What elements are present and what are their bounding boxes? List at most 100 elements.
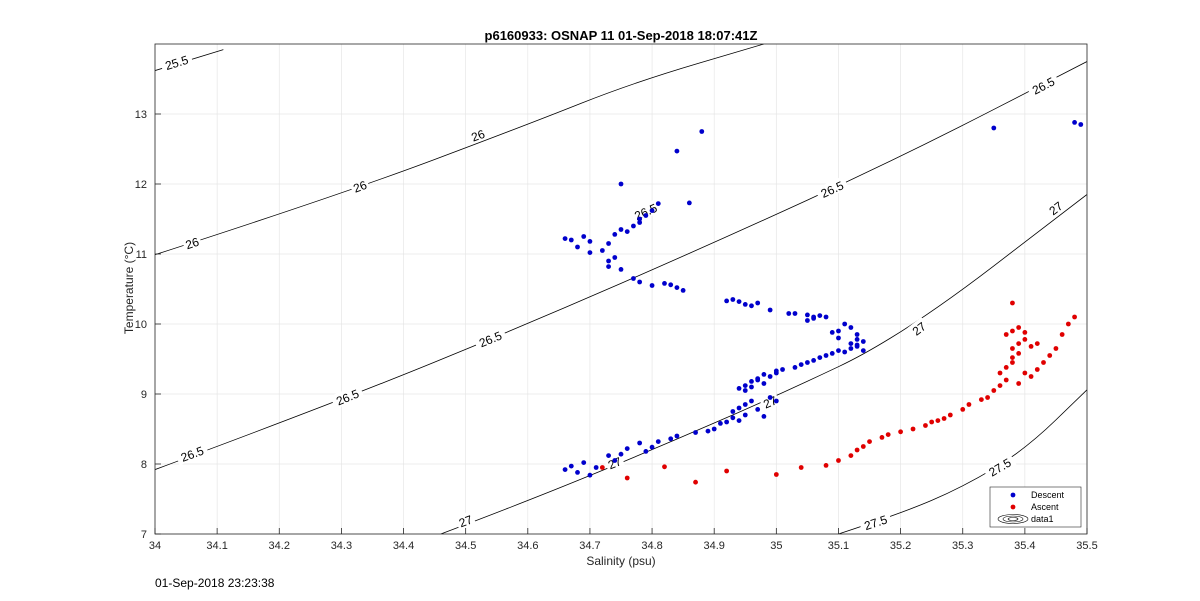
ascent-point xyxy=(960,407,966,412)
descent-point xyxy=(991,125,997,131)
descent-point xyxy=(817,313,823,318)
ascent-point xyxy=(1010,328,1015,334)
descent-point xyxy=(860,339,866,344)
x-tick-label: 34.5 xyxy=(455,540,476,552)
ascent-point xyxy=(836,458,841,463)
descent-point xyxy=(755,407,761,412)
ascent-point xyxy=(693,479,698,485)
descent-point xyxy=(568,237,574,243)
x-tick-label: 35.3 xyxy=(952,540,973,552)
ascent-point xyxy=(1034,367,1040,372)
contour-label-bg xyxy=(1025,71,1061,99)
ascent-point xyxy=(1034,341,1040,346)
descent-point xyxy=(618,451,624,457)
ascent-point xyxy=(1016,341,1022,346)
descent-point xyxy=(773,398,779,404)
descent-point xyxy=(798,362,804,367)
legend-ascent-label: Ascent xyxy=(1031,502,1059,512)
x-tick-label: 34.6 xyxy=(517,540,538,552)
x-tick-label: 34.8 xyxy=(641,540,662,552)
ascent-point xyxy=(854,447,860,453)
chart-title: p6160933: OSNAP 11 01-Sep-2018 18:07:41Z xyxy=(485,28,758,43)
ascent-point xyxy=(941,416,947,421)
descent-point xyxy=(780,367,785,372)
y-tick-label: 7 xyxy=(141,529,147,541)
contour-label-text: 26.5 xyxy=(179,443,206,464)
contour-label-text: 27 xyxy=(606,454,624,472)
ascent-point xyxy=(966,402,972,407)
x-tick-label: 34 xyxy=(149,540,161,552)
legend-contour-icon xyxy=(997,514,1029,524)
descent-point xyxy=(724,419,730,425)
x-tick-label: 35 xyxy=(770,540,782,552)
contour-label: 26 xyxy=(181,233,203,252)
contour-label-bg xyxy=(348,176,371,196)
ascent-point xyxy=(1010,355,1015,360)
contour-label: 26.5 xyxy=(814,175,849,202)
descent-point xyxy=(854,344,860,349)
descent-point xyxy=(593,465,599,470)
ascent-point xyxy=(599,465,605,470)
data-points xyxy=(562,120,1084,485)
descent-point xyxy=(1072,120,1077,125)
contour-label-bg xyxy=(159,50,194,74)
x-tick-label: 34.2 xyxy=(269,540,290,552)
ascent-point xyxy=(879,435,885,440)
descent-point xyxy=(730,409,736,414)
ascent-point xyxy=(997,370,1003,376)
descent-point xyxy=(662,281,667,286)
ascent-point xyxy=(798,465,804,470)
descent-point xyxy=(854,337,860,342)
descent-point xyxy=(568,463,574,469)
descent-point xyxy=(618,267,624,272)
descent-point xyxy=(612,232,618,237)
contour-label-text: 27 xyxy=(761,393,779,411)
descent-point xyxy=(860,348,866,353)
descent-point xyxy=(680,288,686,293)
descent-point xyxy=(693,430,698,435)
y-tick-label: 9 xyxy=(141,389,147,401)
descent-point xyxy=(742,383,748,388)
x-tick-label: 34.1 xyxy=(206,540,227,552)
descent-point xyxy=(562,467,568,472)
descent-point xyxy=(848,341,854,346)
x-axis-label: Salinity (psu) xyxy=(586,554,655,568)
series-descent xyxy=(562,120,1084,478)
contour-label: 27 xyxy=(1044,196,1067,219)
descent-point xyxy=(637,279,643,285)
descent-point xyxy=(811,314,817,320)
descent-point xyxy=(643,213,649,218)
descent-point xyxy=(773,368,779,374)
descent-point xyxy=(649,444,655,450)
descent-point xyxy=(637,440,643,446)
y-axis-label: Temperature (°C) xyxy=(122,242,136,334)
x-tick-label: 34.9 xyxy=(703,540,724,552)
ascent-point xyxy=(923,423,928,428)
y-axis-ticks: 7 8 9 10 11 12 13 xyxy=(135,109,161,541)
descent-point xyxy=(655,201,661,207)
descent-point xyxy=(805,318,810,323)
contour-label-bg xyxy=(454,510,477,531)
descent-point xyxy=(749,303,754,309)
ascent-point xyxy=(1053,346,1059,351)
contour-label: 27 xyxy=(758,391,781,411)
legend-descent-marker xyxy=(1010,492,1016,498)
descent-point xyxy=(674,285,680,290)
descent-point xyxy=(655,439,661,444)
descent-point xyxy=(742,302,748,307)
contour-label-bg xyxy=(628,198,663,224)
ascent-point xyxy=(1028,344,1034,349)
contour-line-26-5 xyxy=(155,61,1087,470)
x-tick-label: 35.2 xyxy=(890,540,911,552)
ascent-point xyxy=(823,463,829,468)
contour-label-bg xyxy=(473,326,508,351)
x-tick-label: 35.5 xyxy=(1076,540,1097,552)
ascent-point xyxy=(929,419,935,425)
ascent-point xyxy=(1003,332,1009,337)
descent-point xyxy=(842,349,848,355)
descent-point xyxy=(761,381,767,386)
ascent-point xyxy=(773,472,779,477)
descent-point xyxy=(842,321,848,327)
descent-point xyxy=(618,227,624,232)
contour-label-bg xyxy=(1044,196,1067,219)
